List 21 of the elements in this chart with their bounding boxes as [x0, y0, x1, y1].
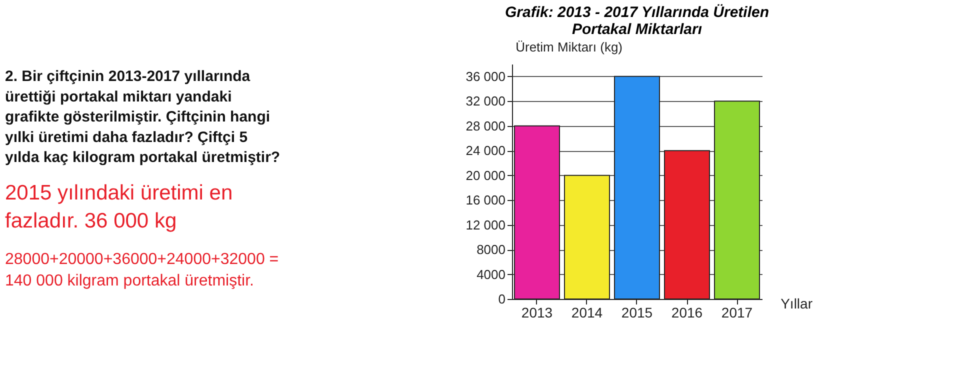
text: 2. Bir çiftçinin 2013-2017 yıllarında ürettiği portakal miktarı yandaki grafikte gösterilmiştir. Çiftçinin hangi yılki üretimi daha fazladır? Çiftçi 5 yılda kaç kilogram portakal üretmiştir? — [5, 68, 280, 166]
y-tick-label: 8000 — [476, 242, 506, 258]
chart-title: Grafik: 2013 - 2017 Yıllarında Üretilen Portakal Miktarları — [504, 4, 770, 38]
x-tick-label: 2017 — [721, 304, 753, 320]
y-tick-label: 16 000 — [466, 192, 506, 208]
y-tick-label: 28 000 — [466, 118, 506, 134]
x-axis-title: Yıllar — [780, 296, 813, 312]
x-tick-label: 2013 — [521, 304, 553, 320]
y-tick-label: 24 000 — [466, 143, 506, 158]
y-tick-label: 0 — [498, 292, 506, 306]
text: 2015 yılındaki üretimi en fazladır. 36 000 kg — [5, 181, 233, 233]
x-tick-label: 2014 — [571, 304, 603, 320]
y-tick-label: 12 000 — [466, 217, 506, 232]
x-tick-label: 2015 — [621, 304, 653, 320]
y-tick-label: 20 000 — [466, 168, 506, 183]
text: 28000+20000+36000+24000+32000 = 140 000 kilgram portakal üretmiştir. — [5, 250, 279, 290]
x-tick-label: 2016 — [671, 304, 703, 320]
y-tick-label: 36 000 — [466, 68, 506, 84]
y-axis-title: Üretim Miktarı (kg) — [516, 40, 622, 54]
y-tick-label: 32 000 — [466, 94, 506, 109]
y-tick-label: 4000 — [476, 266, 506, 282]
